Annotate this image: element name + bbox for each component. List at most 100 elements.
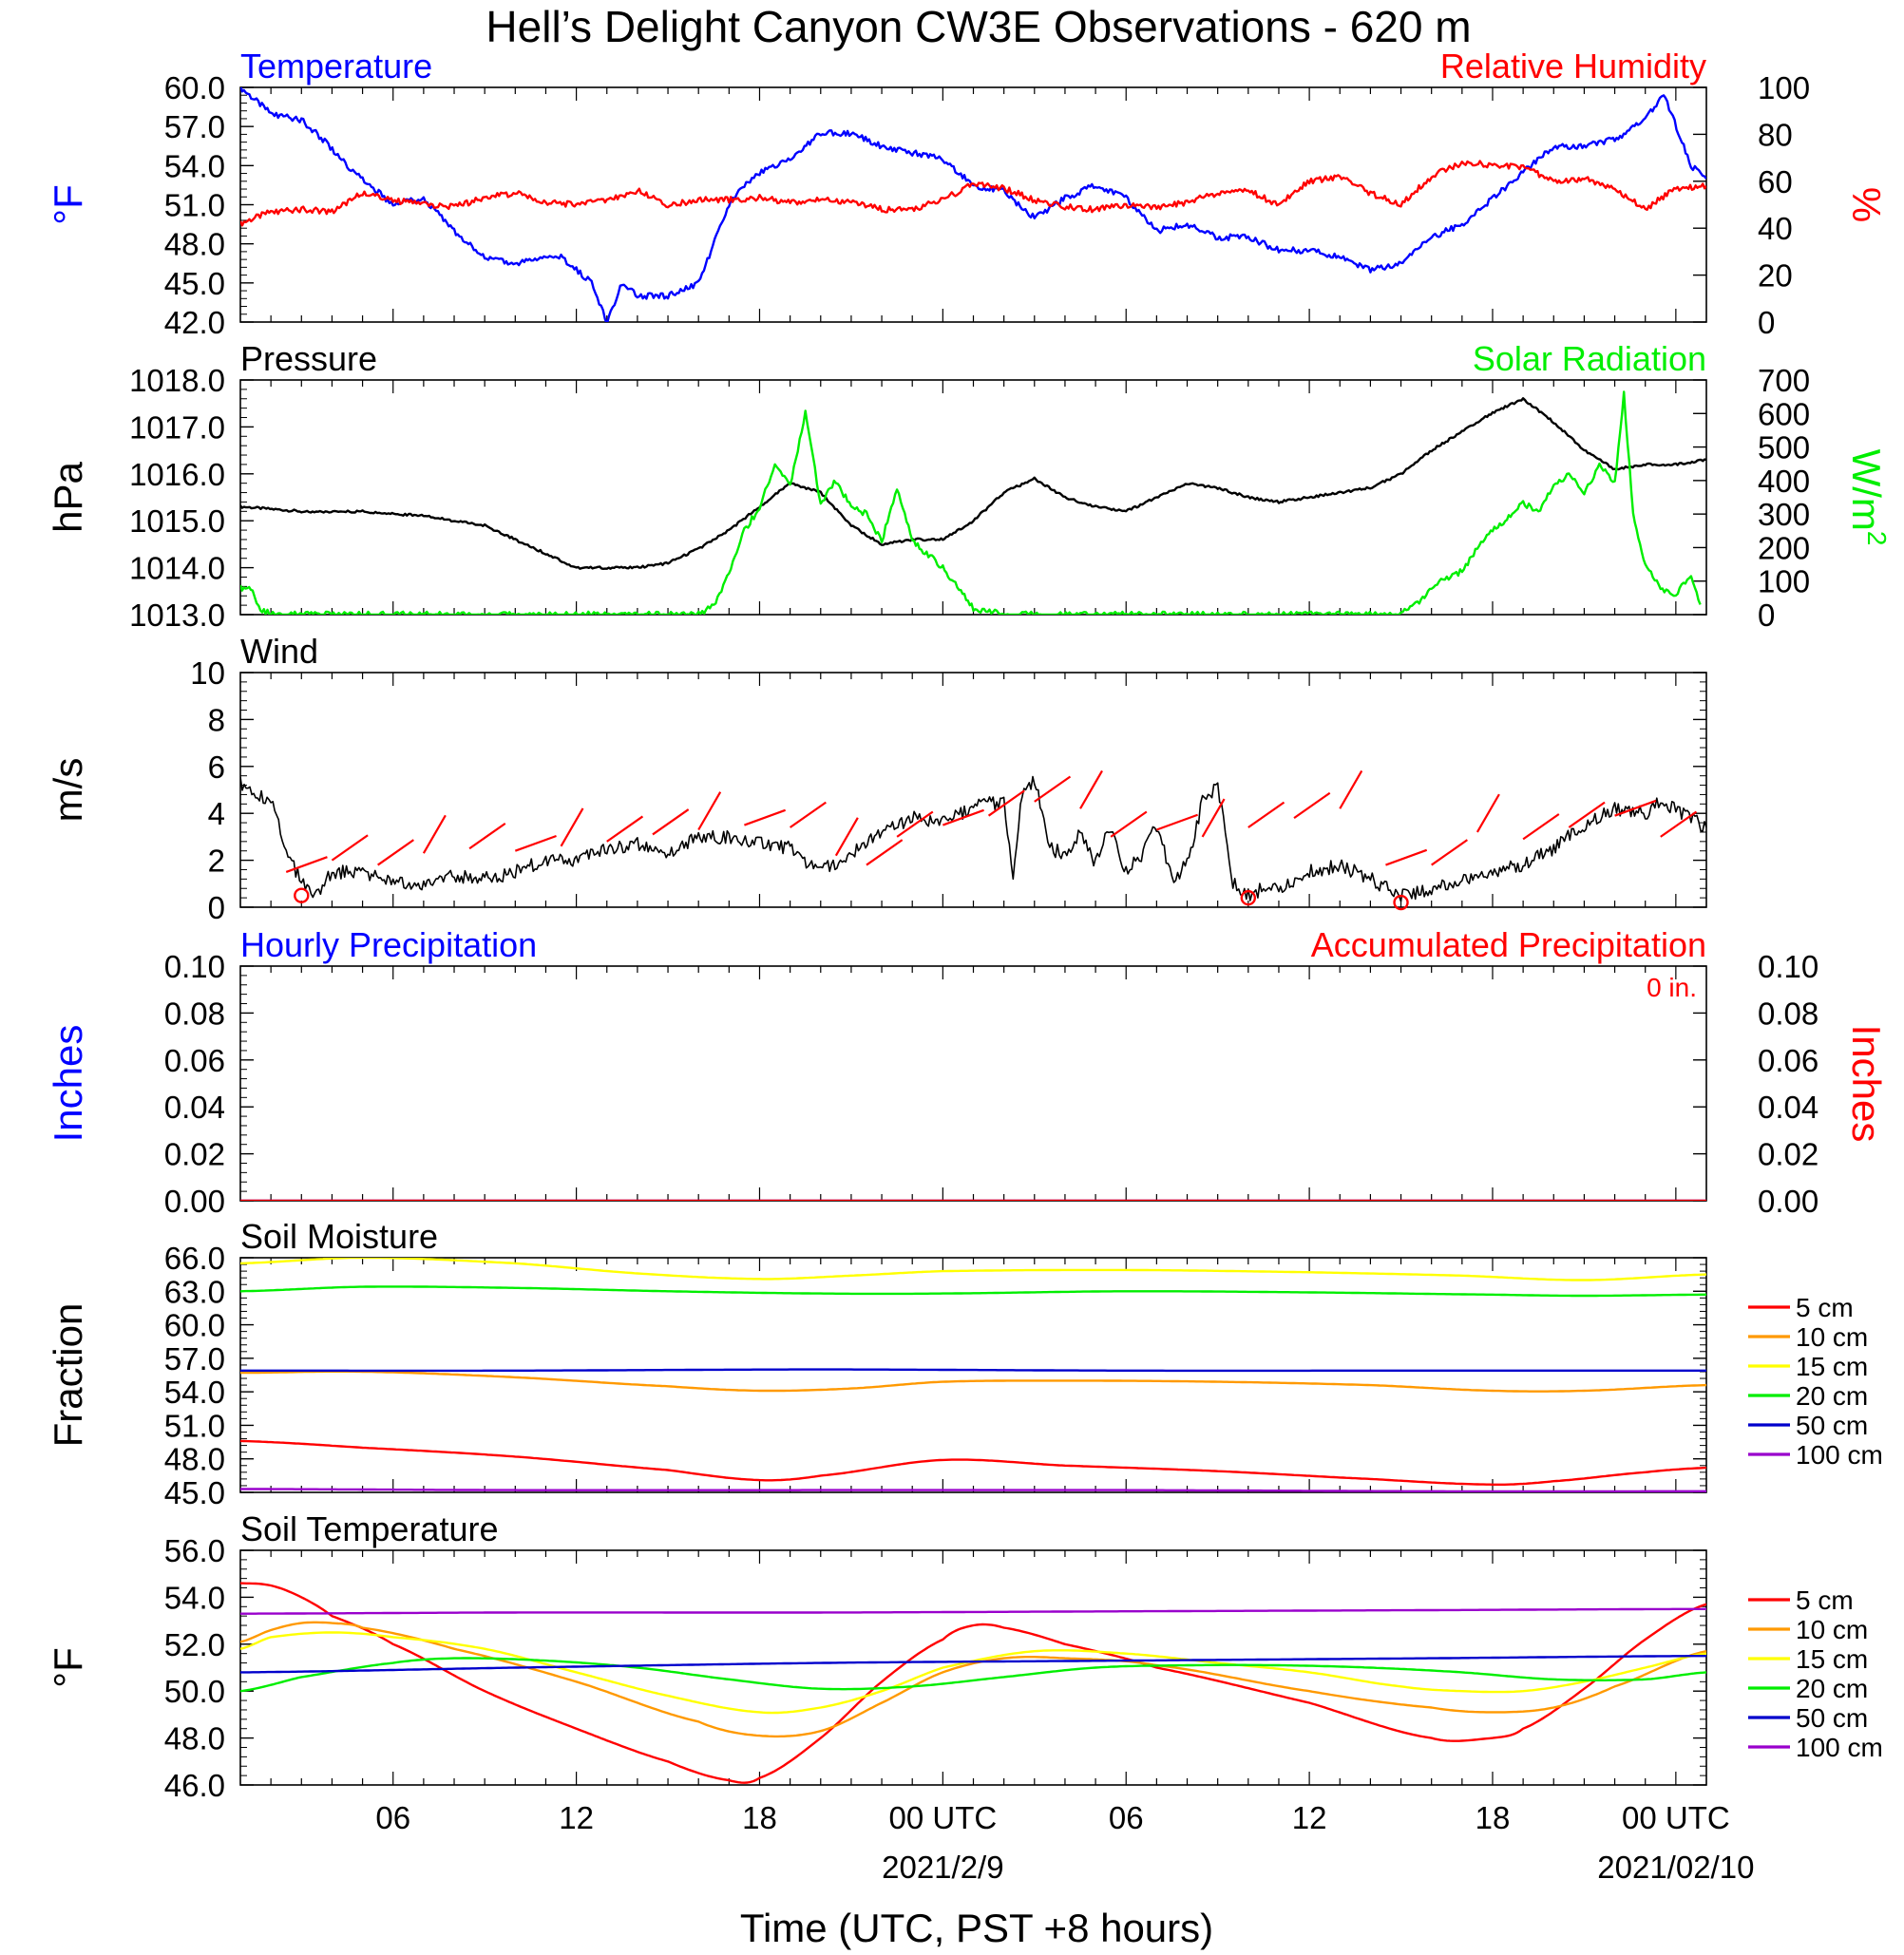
wind-barb: [1431, 839, 1468, 866]
legend-label: 100 cm: [1796, 1440, 1883, 1470]
y-tick-label: 1018.0: [129, 363, 225, 398]
figure-title: Hell’s Delight Canyon CW3E Observations …: [486, 2, 1471, 51]
y-right-tick-label: 0.08: [1758, 996, 1818, 1031]
x-tick-label: 06: [1109, 1800, 1144, 1835]
series-line-5-cm: [240, 1582, 1706, 1784]
wind-barb: [514, 834, 557, 852]
wind-barb: [1079, 769, 1103, 809]
y-tick-label: 1017.0: [129, 409, 225, 445]
y-right-tick-label: 80: [1758, 117, 1793, 152]
y-axis-label-right: W/m2: [1844, 449, 1892, 546]
panel-title-left: Wind: [240, 632, 318, 671]
series-line-temperature: [240, 87, 1706, 322]
wind-barb: [834, 817, 859, 857]
series-layer: [240, 1582, 1706, 1784]
y-right-tick-label: 0.00: [1758, 1184, 1818, 1219]
calm-wind-marker: [294, 887, 310, 903]
y-tick-label: 1016.0: [129, 457, 225, 492]
y-tick-label: 1013.0: [129, 598, 225, 633]
x-tick-label: 12: [559, 1800, 594, 1835]
y-tick-label: 10: [190, 655, 225, 691]
y-right-tick-label: 40: [1758, 211, 1793, 246]
calm-wind-marker: [1393, 894, 1409, 911]
series-line-50-cm: [240, 1655, 1706, 1674]
y-right-tick-label: 0: [1758, 598, 1775, 633]
y-tick-label: 54.0: [164, 1580, 225, 1615]
y-tick-label: 45.0: [164, 266, 225, 301]
y-axis-label-left: °F: [46, 1647, 90, 1687]
wind-barb: [468, 822, 506, 850]
plot-frame: [239, 965, 1707, 1202]
y-right-tick-label: 100: [1758, 564, 1810, 599]
x-tick-label: 06: [375, 1800, 410, 1835]
wind-barb: [789, 801, 827, 828]
wind-barb: [606, 815, 644, 843]
y-right-tick-label: 0.06: [1758, 1043, 1818, 1078]
panel-title-left: Hourly Precipitation: [240, 925, 537, 964]
y-right-tick-label: 0.02: [1758, 1137, 1818, 1172]
y-axis-label-left: m/s: [46, 758, 90, 823]
legend-label: 5 cm: [1796, 1293, 1854, 1322]
y-right-tick-label: 700: [1758, 363, 1810, 398]
plot-frame: [239, 672, 1707, 908]
wind-barb: [1522, 813, 1560, 841]
wind-barb: [1385, 848, 1428, 866]
wind-barb: [987, 789, 1025, 817]
wind-barb: [1660, 810, 1698, 838]
y-axis-label-right-text: %: [1844, 187, 1889, 222]
y-tick-label: 48.0: [164, 1442, 225, 1477]
y-tick-label: 63.0: [164, 1274, 225, 1309]
series-line-pressure: [240, 397, 1706, 570]
y-tick-label: 1014.0: [129, 551, 225, 586]
y-right-tick-label: 300: [1758, 497, 1810, 532]
series-line-solar-radiation: [240, 390, 1702, 615]
x-tick-label: 00 UTC: [889, 1800, 998, 1835]
series-layer: [240, 769, 1706, 902]
legend-label: 20 cm: [1796, 1381, 1868, 1411]
wind-barb: [1568, 801, 1606, 828]
panel-title-left: Pressure: [240, 339, 377, 378]
panel-title-left: Soil Moisture: [240, 1217, 438, 1256]
y-tick-label: 60.0: [164, 70, 225, 105]
y-axis-label-right: %: [1844, 187, 1889, 222]
wind-barb: [560, 807, 584, 847]
series-line-20-cm: [240, 1657, 1706, 1693]
wind-barb: [331, 834, 369, 862]
series-line-20-cm: [240, 1285, 1706, 1298]
y-right-tick-label: 100: [1758, 70, 1810, 105]
y-tick-label: 4: [208, 796, 225, 831]
plot-frame: [239, 379, 1707, 616]
legend-label: 15 cm: [1796, 1644, 1868, 1674]
x-tick-label: 18: [742, 1800, 777, 1835]
legend-label: 15 cm: [1796, 1352, 1868, 1381]
panel-temperature-rh: 60.0 57.0 54.0 51.0 48.0 45.0 42.0 100 80 60 40 20 0…: [46, 47, 1889, 340]
series-line-100-cm: [240, 1488, 1706, 1492]
series-layer: [240, 87, 1706, 322]
y-axis-label-left: °F: [46, 184, 90, 224]
legend-label: 100 cm: [1796, 1733, 1883, 1762]
y-axis-label-right-text: W/m: [1844, 449, 1889, 531]
wind-barb: [652, 808, 690, 836]
wind-barb: [1155, 813, 1198, 831]
y-tick-label: 0.00: [164, 1184, 225, 1219]
panel-title-right: Solar Radiation: [1473, 339, 1706, 378]
y-axis-label-right-superscript: 2: [1862, 531, 1892, 546]
y-axis-label-left: hPa: [46, 461, 90, 532]
wind-barb: [896, 810, 934, 838]
x-tick-label: 12: [1292, 1800, 1327, 1835]
y-tick-label: 48.0: [164, 1721, 225, 1756]
panel-title-right: Relative Humidity: [1440, 47, 1706, 85]
wind-barb: [1034, 775, 1072, 803]
series-line-15-cm: [240, 1258, 1706, 1281]
legend-label: 10 cm: [1796, 1615, 1868, 1644]
wind-barb: [1339, 769, 1363, 809]
y-tick-label: 0.08: [164, 996, 225, 1031]
x-tick-label: 00 UTC: [1622, 1800, 1730, 1835]
y-tick-label: 57.0: [164, 109, 225, 144]
y-tick-label: 60.0: [164, 1308, 225, 1343]
y-tick-label: 0.02: [164, 1137, 225, 1172]
series-line-10-cm: [240, 1370, 1706, 1393]
y-right-tick-label: 60: [1758, 164, 1793, 199]
panel-wind: 10 8 6 4 2 0 Wind m/s: [46, 632, 1707, 925]
